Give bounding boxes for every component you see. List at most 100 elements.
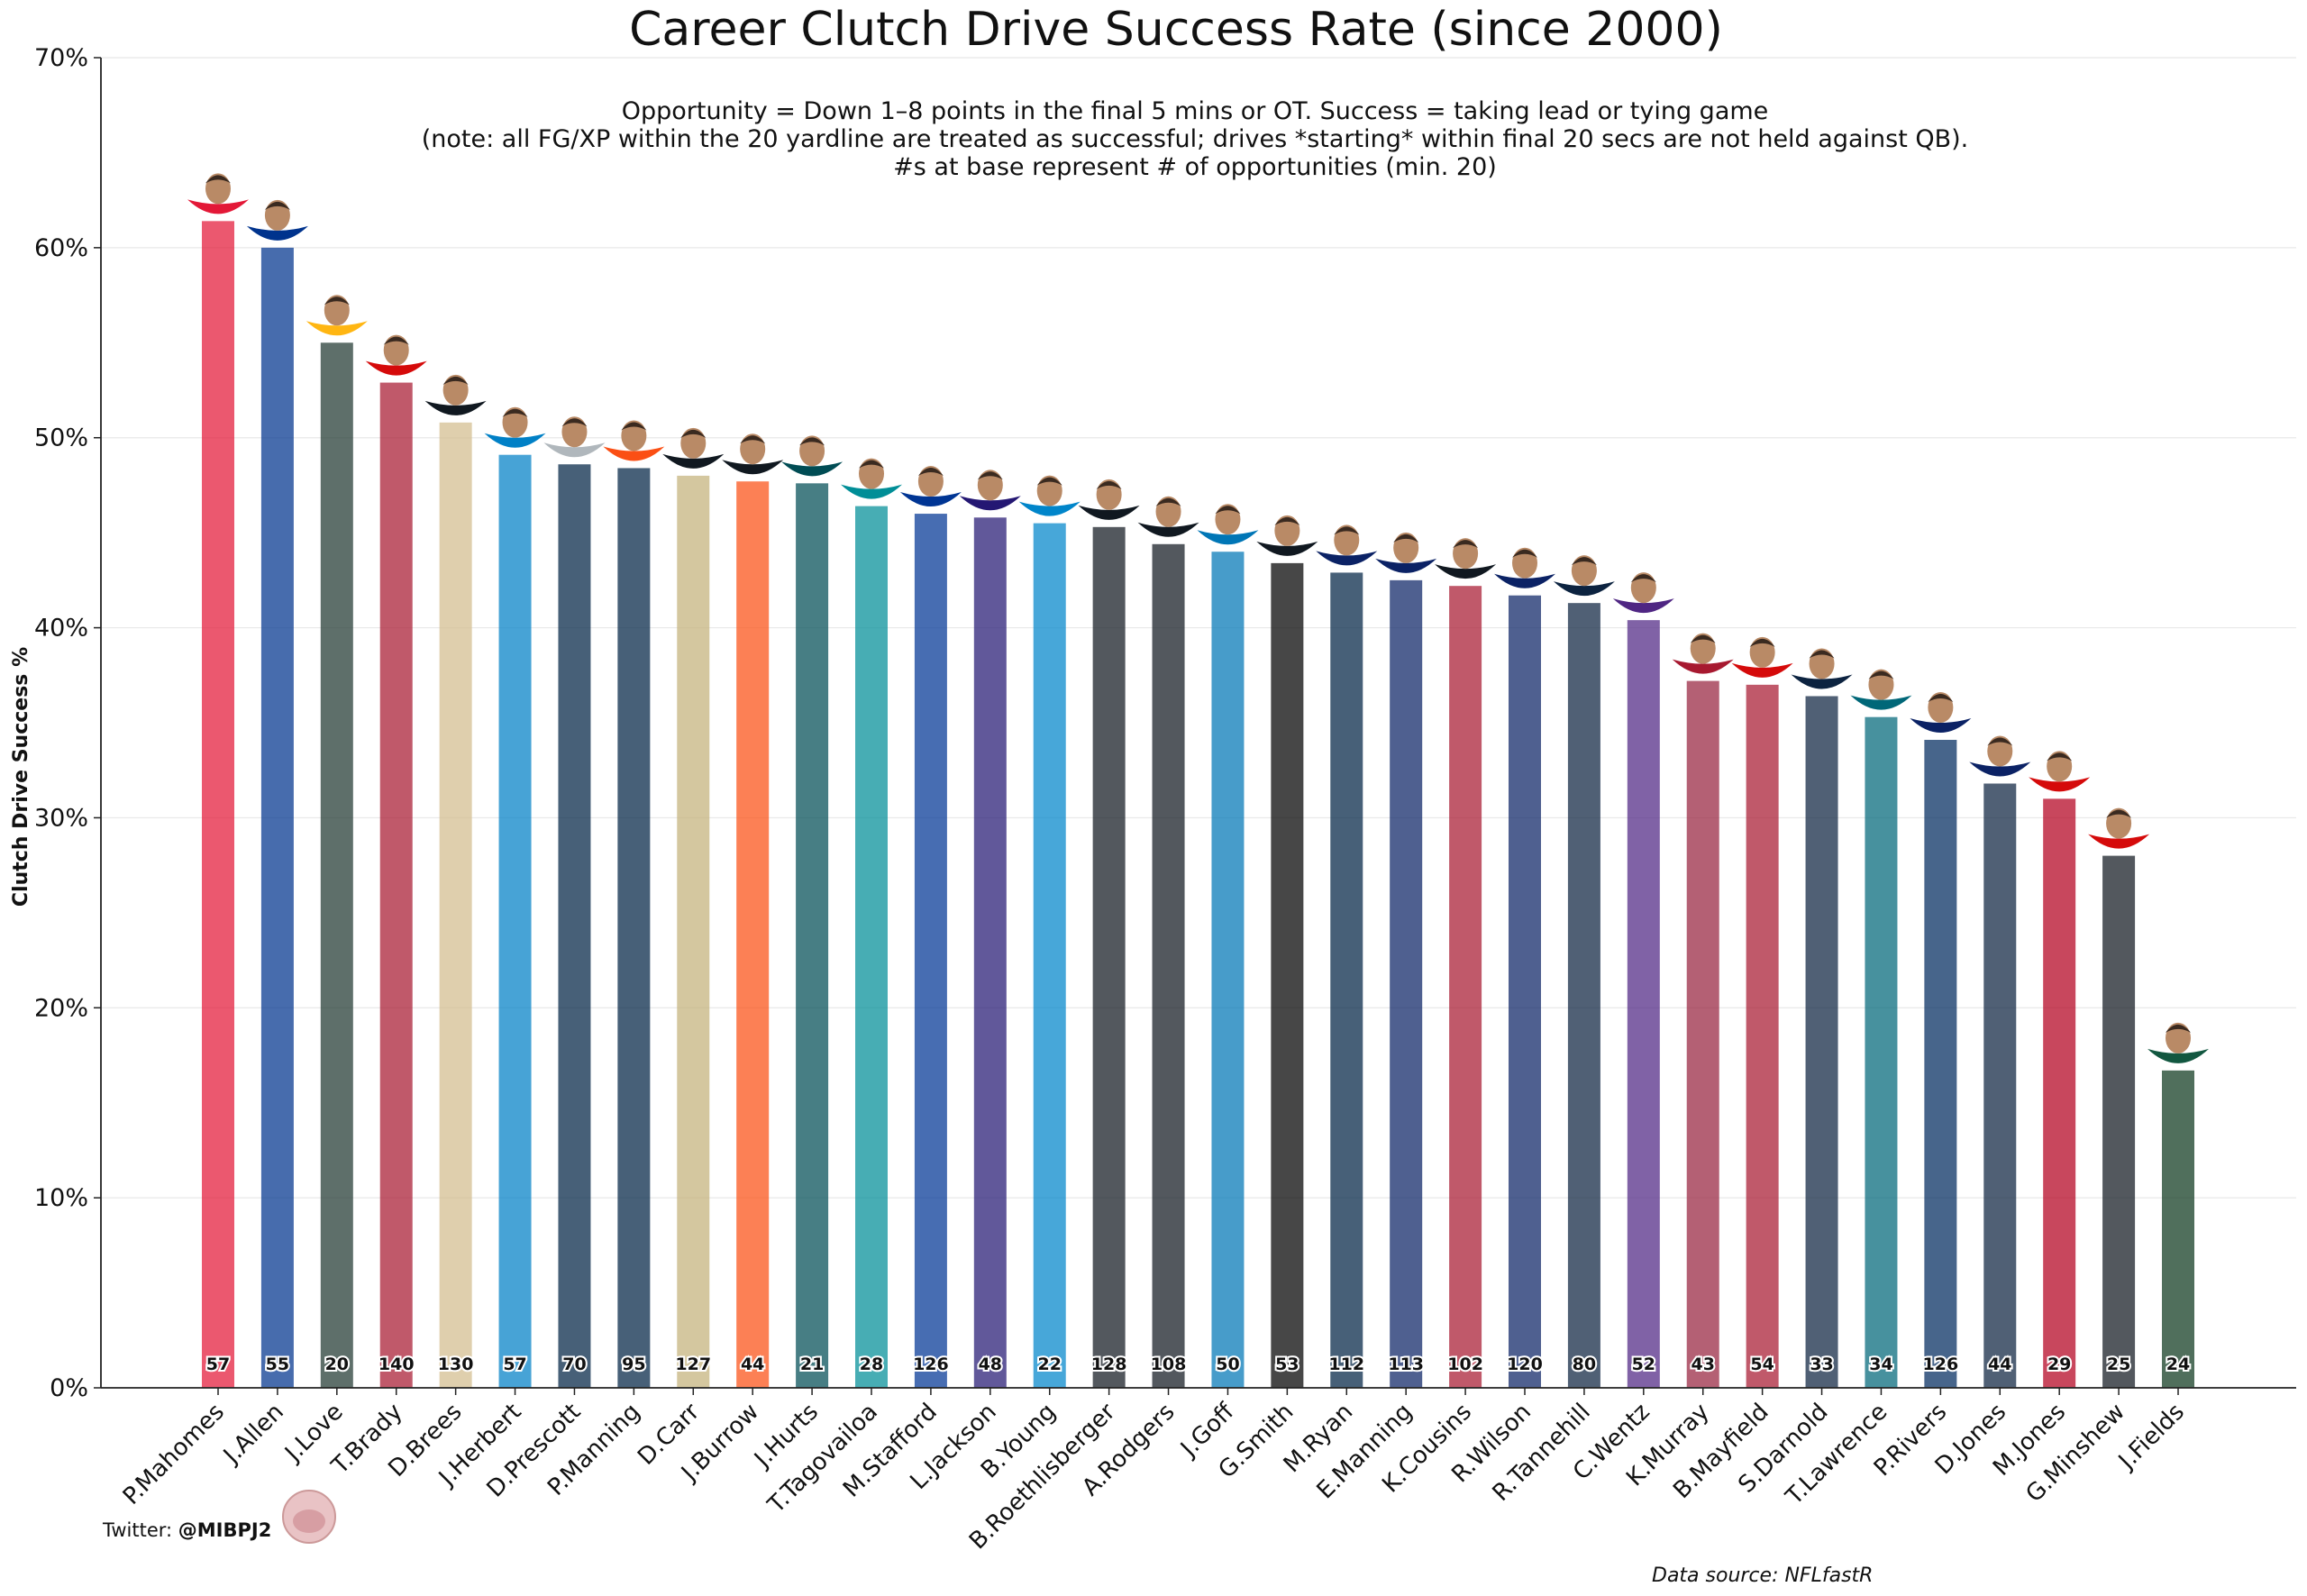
jersey-shape [1256, 541, 1318, 556]
face-shape [1630, 572, 1656, 604]
face-shape [917, 466, 944, 497]
hair-shape [383, 336, 409, 345]
data-source: Data source: NFLfastR [1652, 1564, 1873, 1587]
jersey-shape [959, 496, 1021, 511]
jersey-shape [365, 360, 427, 376]
bar-t-lawrence [1865, 716, 1898, 1388]
jersey-shape [1494, 573, 1555, 588]
face-shape [1334, 524, 1360, 556]
hair-shape [1630, 574, 1656, 583]
bars [202, 221, 2194, 1389]
face-shape [1393, 532, 1419, 563]
jersey-shape [305, 321, 368, 336]
opportunity-count: 29 [2047, 1354, 2071, 1374]
helmet-icon [1078, 479, 1140, 520]
bar-j-love [320, 342, 353, 1389]
jersey-shape [187, 199, 249, 214]
helmet-icon [1731, 636, 1793, 678]
hair-shape [1096, 480, 1122, 489]
y-tick-label: 70% [34, 44, 88, 72]
helmet-icon [1137, 496, 1199, 537]
hair-shape [2166, 1024, 2191, 1033]
face-shape [621, 420, 647, 451]
helmet-icon [305, 295, 368, 336]
opportunity-count: 28 [860, 1354, 883, 1374]
jersey-shape [1553, 581, 1615, 597]
jersey-shape [841, 484, 902, 499]
helmet-icon [841, 458, 902, 499]
bar-g-minshew [2102, 855, 2136, 1388]
face-shape [442, 374, 469, 406]
opportunity-count: 112 [1328, 1354, 1364, 1374]
hair-shape [2047, 752, 2073, 762]
opportunity-count: 33 [1810, 1354, 1833, 1374]
opportunity-count: 50 [1216, 1354, 1239, 1374]
jersey-shape [246, 225, 308, 241]
jersey-shape [899, 492, 962, 507]
chart-subtitle-line-1: Opportunity = Down 1–8 points in the fin… [622, 97, 1769, 125]
face-shape [1036, 475, 1062, 506]
bar-t-tagovailoa [855, 506, 888, 1388]
jersey-shape [1672, 659, 1734, 674]
bar-s-darnold [1805, 696, 1838, 1388]
jersey-shape [1018, 501, 1081, 516]
face-shape [324, 295, 350, 326]
jersey-shape [722, 460, 784, 475]
opportunity-count: 21 [800, 1354, 824, 1374]
hair-shape [264, 201, 290, 210]
helmet-icon [1256, 515, 1318, 556]
hair-shape [1809, 650, 1835, 659]
hair-shape [1928, 693, 1954, 702]
x-tick-label: J.Fields [2112, 1399, 2190, 1476]
jersey-shape [603, 446, 665, 461]
y-tick-label: 40% [34, 615, 88, 643]
helmet-icon [959, 470, 1021, 511]
opportunity-count: 25 [2107, 1354, 2130, 1374]
helmet-icon [1316, 524, 1378, 566]
jersey-shape [662, 453, 725, 469]
bar-j-burrow [736, 481, 770, 1388]
y-tick-label: 50% [34, 424, 88, 452]
face-shape [2166, 1022, 2191, 1053]
opportunity-counts: 57 55 20 140 130 57 70 95 127 44 21 28 126 48 22 128 108… [205, 1353, 2192, 1376]
opportunity-count: 140 [378, 1354, 415, 1374]
face-shape [799, 435, 825, 467]
opportunity-count: 120 [1507, 1354, 1543, 1374]
opportunity-count: 70 [562, 1354, 586, 1374]
helmet-icon [365, 334, 427, 376]
hair-shape [205, 175, 231, 184]
x-tick-label: J.Allen [217, 1399, 289, 1471]
bar-d-jones [1983, 783, 2017, 1388]
face-shape [2106, 807, 2132, 839]
bar-m-stafford [914, 514, 947, 1388]
face-shape [680, 427, 707, 459]
chart-subtitle-line-3: #s at base represent # of opportunities … [893, 153, 1497, 181]
helmet-icon [1910, 691, 1972, 733]
helmet-icon [603, 420, 665, 461]
bar-r-tannehill [1567, 603, 1600, 1388]
jersey-shape [1791, 674, 1853, 689]
y-tick-label: 20% [34, 994, 88, 1022]
opportunity-count: 34 [1869, 1354, 1892, 1374]
y-tick-label: 0% [50, 1374, 88, 1402]
hair-shape [1868, 670, 1894, 679]
hair-shape [1155, 497, 1181, 506]
hair-shape [1571, 557, 1597, 566]
helmet-icon [1553, 555, 1615, 597]
face-shape [2047, 751, 2073, 782]
helmet-icon [1672, 633, 1734, 674]
opportunity-count: 24 [2166, 1354, 2190, 1374]
helmet-icon [1018, 475, 1081, 516]
bar-p-mahomes [202, 221, 234, 1388]
opportunity-count: 126 [913, 1354, 949, 1374]
bar-d-brees [439, 422, 472, 1388]
player-helmets [187, 173, 2209, 1063]
bar-d-carr [677, 475, 710, 1388]
hair-shape [442, 376, 469, 385]
jersey-shape [781, 461, 843, 477]
bar-j-herbert [498, 454, 532, 1389]
hair-shape [977, 471, 1003, 480]
jersey-shape [2029, 777, 2091, 792]
chart-subtitle-line-2: (note: all FG/XP within the 20 yardline … [422, 125, 1969, 153]
